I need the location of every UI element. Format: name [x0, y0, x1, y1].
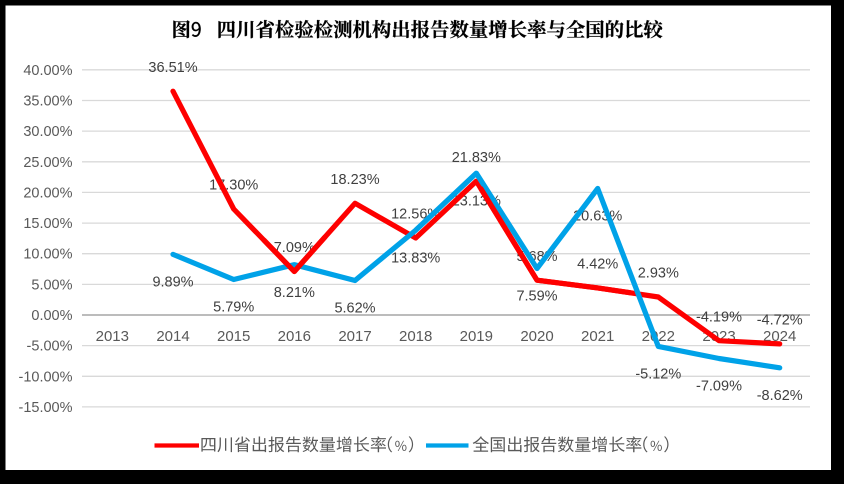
- svg-text:25.00%: 25.00%: [23, 155, 72, 171]
- svg-text:2022: 2022: [642, 328, 675, 345]
- svg-text:10.00%: 10.00%: [23, 247, 72, 263]
- svg-text:2013: 2013: [96, 328, 129, 345]
- svg-text:2014: 2014: [156, 328, 189, 345]
- svg-text:2024: 2024: [763, 328, 796, 345]
- svg-text:2.93%: 2.93%: [638, 266, 679, 282]
- svg-text:9.89%: 9.89%: [152, 275, 193, 291]
- svg-text:-7.09%: -7.09%: [696, 379, 742, 395]
- svg-text:2018: 2018: [399, 328, 432, 345]
- svg-text:13.83%: 13.83%: [391, 250, 440, 266]
- svg-text:15.00%: 15.00%: [23, 216, 72, 232]
- svg-text:-10.00%: -10.00%: [18, 369, 72, 385]
- svg-text:4.42%: 4.42%: [577, 257, 618, 273]
- svg-text:8.21%: 8.21%: [274, 285, 315, 301]
- svg-text:21.83%: 21.83%: [452, 150, 501, 166]
- svg-text:-4.19%: -4.19%: [696, 309, 742, 325]
- svg-text:7.59%: 7.59%: [516, 289, 557, 305]
- svg-text:2021: 2021: [581, 328, 614, 345]
- svg-text:30.00%: 30.00%: [23, 124, 72, 140]
- svg-text:5.62%: 5.62%: [334, 301, 375, 317]
- svg-text:40.00%: 40.00%: [23, 63, 72, 79]
- svg-text:-15.00%: -15.00%: [18, 400, 72, 416]
- svg-text:2015: 2015: [217, 328, 250, 345]
- svg-text:5.00%: 5.00%: [31, 277, 72, 293]
- svg-text:5.79%: 5.79%: [213, 300, 254, 316]
- svg-text:-5.00%: -5.00%: [27, 339, 73, 355]
- svg-text:2020: 2020: [520, 328, 553, 345]
- svg-text:-5.12%: -5.12%: [635, 367, 681, 383]
- svg-text:35.00%: 35.00%: [23, 94, 72, 110]
- svg-text:2017: 2017: [338, 328, 371, 345]
- svg-text:7.09%: 7.09%: [274, 240, 315, 256]
- svg-text:-8.62%: -8.62%: [757, 388, 803, 404]
- svg-text:2019: 2019: [460, 328, 493, 345]
- svg-text:20.00%: 20.00%: [23, 185, 72, 201]
- svg-text:-4.72%: -4.72%: [757, 313, 803, 329]
- svg-text:0.00%: 0.00%: [31, 308, 72, 324]
- svg-text:2016: 2016: [278, 328, 311, 345]
- svg-text:18.23%: 18.23%: [330, 172, 379, 188]
- svg-text:36.51%: 36.51%: [148, 60, 197, 76]
